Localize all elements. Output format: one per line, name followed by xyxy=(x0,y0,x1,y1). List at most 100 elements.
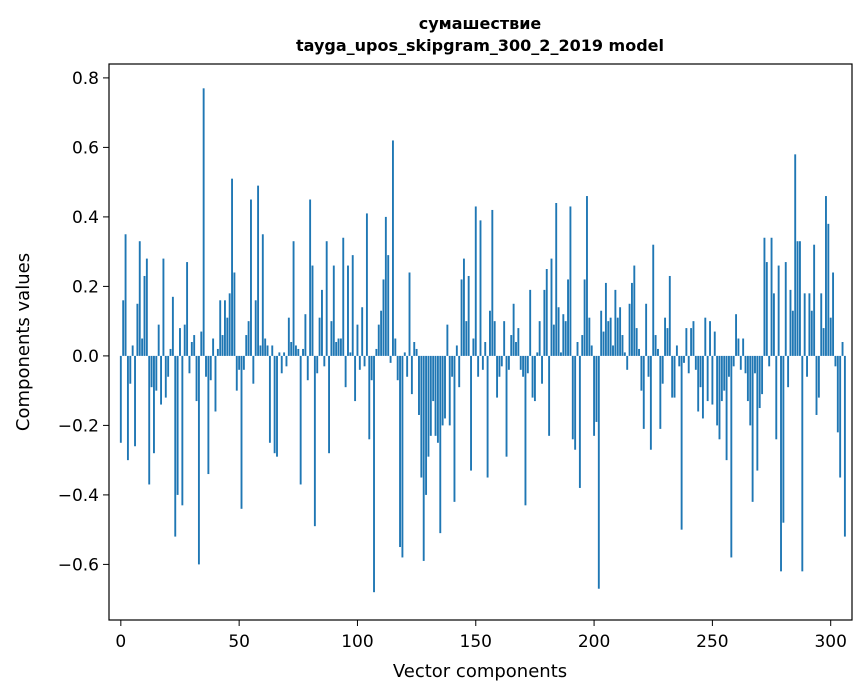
bar xyxy=(377,324,380,356)
bar xyxy=(316,355,319,374)
bar xyxy=(470,355,472,471)
bar xyxy=(725,355,728,461)
bar xyxy=(841,342,844,356)
bar xyxy=(678,355,681,367)
y-axis-label: Components values xyxy=(13,253,34,431)
bar xyxy=(375,348,378,356)
bar xyxy=(134,355,136,447)
bar xyxy=(216,348,219,356)
bar xyxy=(335,342,338,356)
bar xyxy=(145,258,148,356)
bar xyxy=(219,300,222,356)
bar xyxy=(701,355,704,419)
bar xyxy=(675,345,678,356)
bar xyxy=(257,185,260,356)
bar xyxy=(330,321,333,356)
bar xyxy=(586,196,588,356)
bar xyxy=(626,355,629,370)
bar xyxy=(659,355,662,429)
bar-series xyxy=(119,88,846,593)
bar xyxy=(661,355,664,384)
bar xyxy=(240,355,243,509)
y-tick-label: 0.2 xyxy=(72,277,99,297)
bar xyxy=(242,355,245,370)
bar xyxy=(806,355,808,377)
bar xyxy=(697,355,700,412)
bar xyxy=(597,355,600,589)
bar xyxy=(365,213,368,356)
bar xyxy=(186,262,189,356)
bar xyxy=(619,307,622,356)
bar xyxy=(188,355,191,374)
bar xyxy=(808,293,811,356)
bar xyxy=(479,220,482,356)
bar xyxy=(164,355,167,398)
bar xyxy=(654,335,657,356)
bar xyxy=(292,241,295,356)
bar xyxy=(772,293,775,356)
bar xyxy=(664,317,667,356)
bar xyxy=(652,244,655,356)
bar xyxy=(455,345,458,356)
bar xyxy=(179,328,181,356)
bar xyxy=(287,317,290,356)
bar xyxy=(167,355,170,377)
bar xyxy=(171,296,174,356)
bar xyxy=(569,206,572,356)
bar xyxy=(193,335,196,356)
bar xyxy=(486,355,489,478)
bar xyxy=(415,348,418,356)
bar xyxy=(533,355,536,402)
bar xyxy=(122,300,125,356)
bar xyxy=(268,355,271,443)
bar xyxy=(623,352,626,356)
bar xyxy=(694,355,697,370)
bar xyxy=(271,345,274,356)
bar xyxy=(548,355,551,436)
bar xyxy=(496,355,499,398)
bar xyxy=(706,355,709,402)
bar xyxy=(493,321,496,356)
bar xyxy=(728,355,730,377)
bar xyxy=(602,331,605,356)
bar xyxy=(453,355,456,502)
bar xyxy=(595,355,598,422)
bar xyxy=(645,303,648,356)
bar xyxy=(522,355,525,377)
bar xyxy=(439,355,442,534)
bar xyxy=(713,331,716,356)
bar xyxy=(285,355,288,367)
bar xyxy=(756,355,759,471)
bar xyxy=(153,355,155,454)
bar xyxy=(581,335,584,356)
bar xyxy=(261,234,264,356)
bar xyxy=(354,355,357,402)
bar xyxy=(822,328,825,356)
bar xyxy=(638,348,640,356)
bar xyxy=(202,88,205,356)
bar xyxy=(332,265,335,356)
bar xyxy=(129,355,132,384)
bar xyxy=(410,355,413,395)
bar xyxy=(150,355,153,388)
bar xyxy=(197,355,200,565)
bar xyxy=(813,244,816,356)
bar xyxy=(373,355,375,593)
bar xyxy=(138,241,141,356)
bar xyxy=(810,310,813,356)
bar xyxy=(299,355,302,485)
bar xyxy=(432,355,435,402)
bar xyxy=(732,355,735,367)
bar xyxy=(302,348,304,356)
bar xyxy=(467,275,470,356)
bar xyxy=(515,342,517,356)
bar xyxy=(578,355,581,488)
bar xyxy=(763,237,766,356)
bar xyxy=(399,355,401,548)
bar xyxy=(666,328,669,356)
bar xyxy=(195,355,198,402)
x-tick-label: 50 xyxy=(228,632,250,652)
bar xyxy=(252,355,255,384)
bar xyxy=(600,310,603,356)
